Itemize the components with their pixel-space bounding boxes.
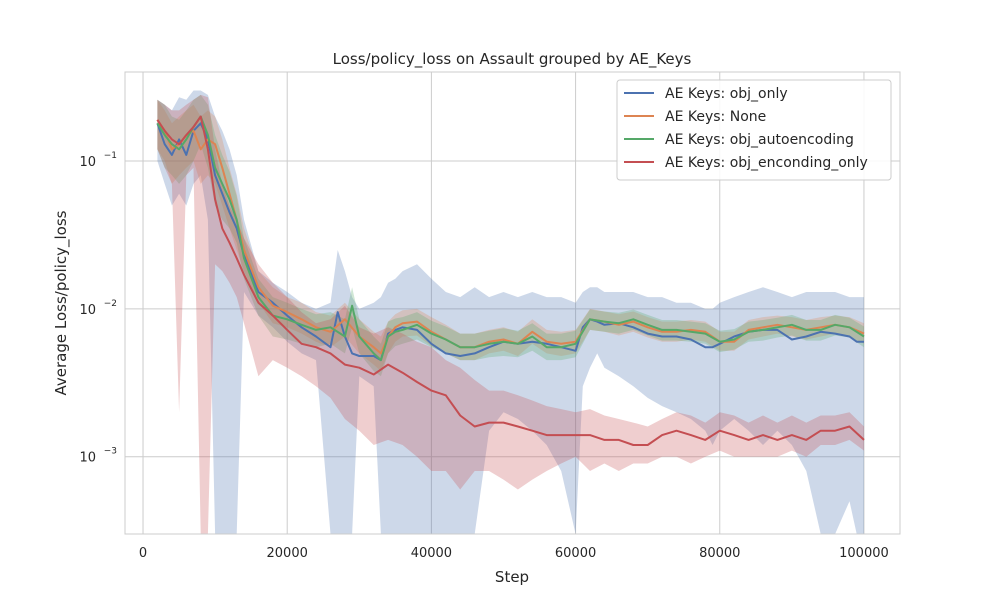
legend-label: AE Keys: obj_autoencoding <box>665 132 854 148</box>
confidence-bands <box>157 90 864 535</box>
x-tick-label: 40000 <box>411 546 452 561</box>
x-tick-label: 100000 <box>839 546 889 561</box>
y-tick-exponent: −1 <box>104 151 117 161</box>
x-tick-label: 80000 <box>699 546 740 561</box>
y-tick-label: 10 <box>79 303 96 318</box>
series-line <box>156 115 865 446</box>
x-tick-label: 20000 <box>267 546 308 561</box>
confidence-band <box>157 94 864 535</box>
y-tick-label: 10 <box>79 155 96 170</box>
legend-label: AE Keys: obj_enconding_only <box>665 155 868 171</box>
legend: AE Keys: obj_only AE Keys: None AE Keys: o… <box>616 79 892 181</box>
legend-label: AE Keys: None <box>665 109 766 125</box>
x-tick-label: 60000 <box>555 546 596 561</box>
chart-title: Loss/policy_loss on Assault grouped by A… <box>333 50 692 69</box>
plot-frame <box>124 71 901 535</box>
y-tick-label: 10 <box>79 451 96 466</box>
legend-label: AE Keys: obj_only <box>665 86 788 102</box>
legend-box <box>616 79 892 181</box>
confidence-band <box>157 90 864 534</box>
y-tick-exponent: −3 <box>104 447 117 457</box>
x-tick-label: 0 <box>139 546 147 561</box>
x-axis-label: Step <box>495 568 529 586</box>
y-axis-label: Average Loss/policy_loss <box>52 210 71 395</box>
y-axis-ticks: 10 −3 10 −2 10 −1 <box>79 151 117 466</box>
series-lines <box>156 115 865 446</box>
y-tick-exponent: −2 <box>104 299 117 309</box>
x-axis-ticks: 0 20000 40000 60000 80000 100000 <box>139 546 889 561</box>
series-line <box>156 115 865 362</box>
